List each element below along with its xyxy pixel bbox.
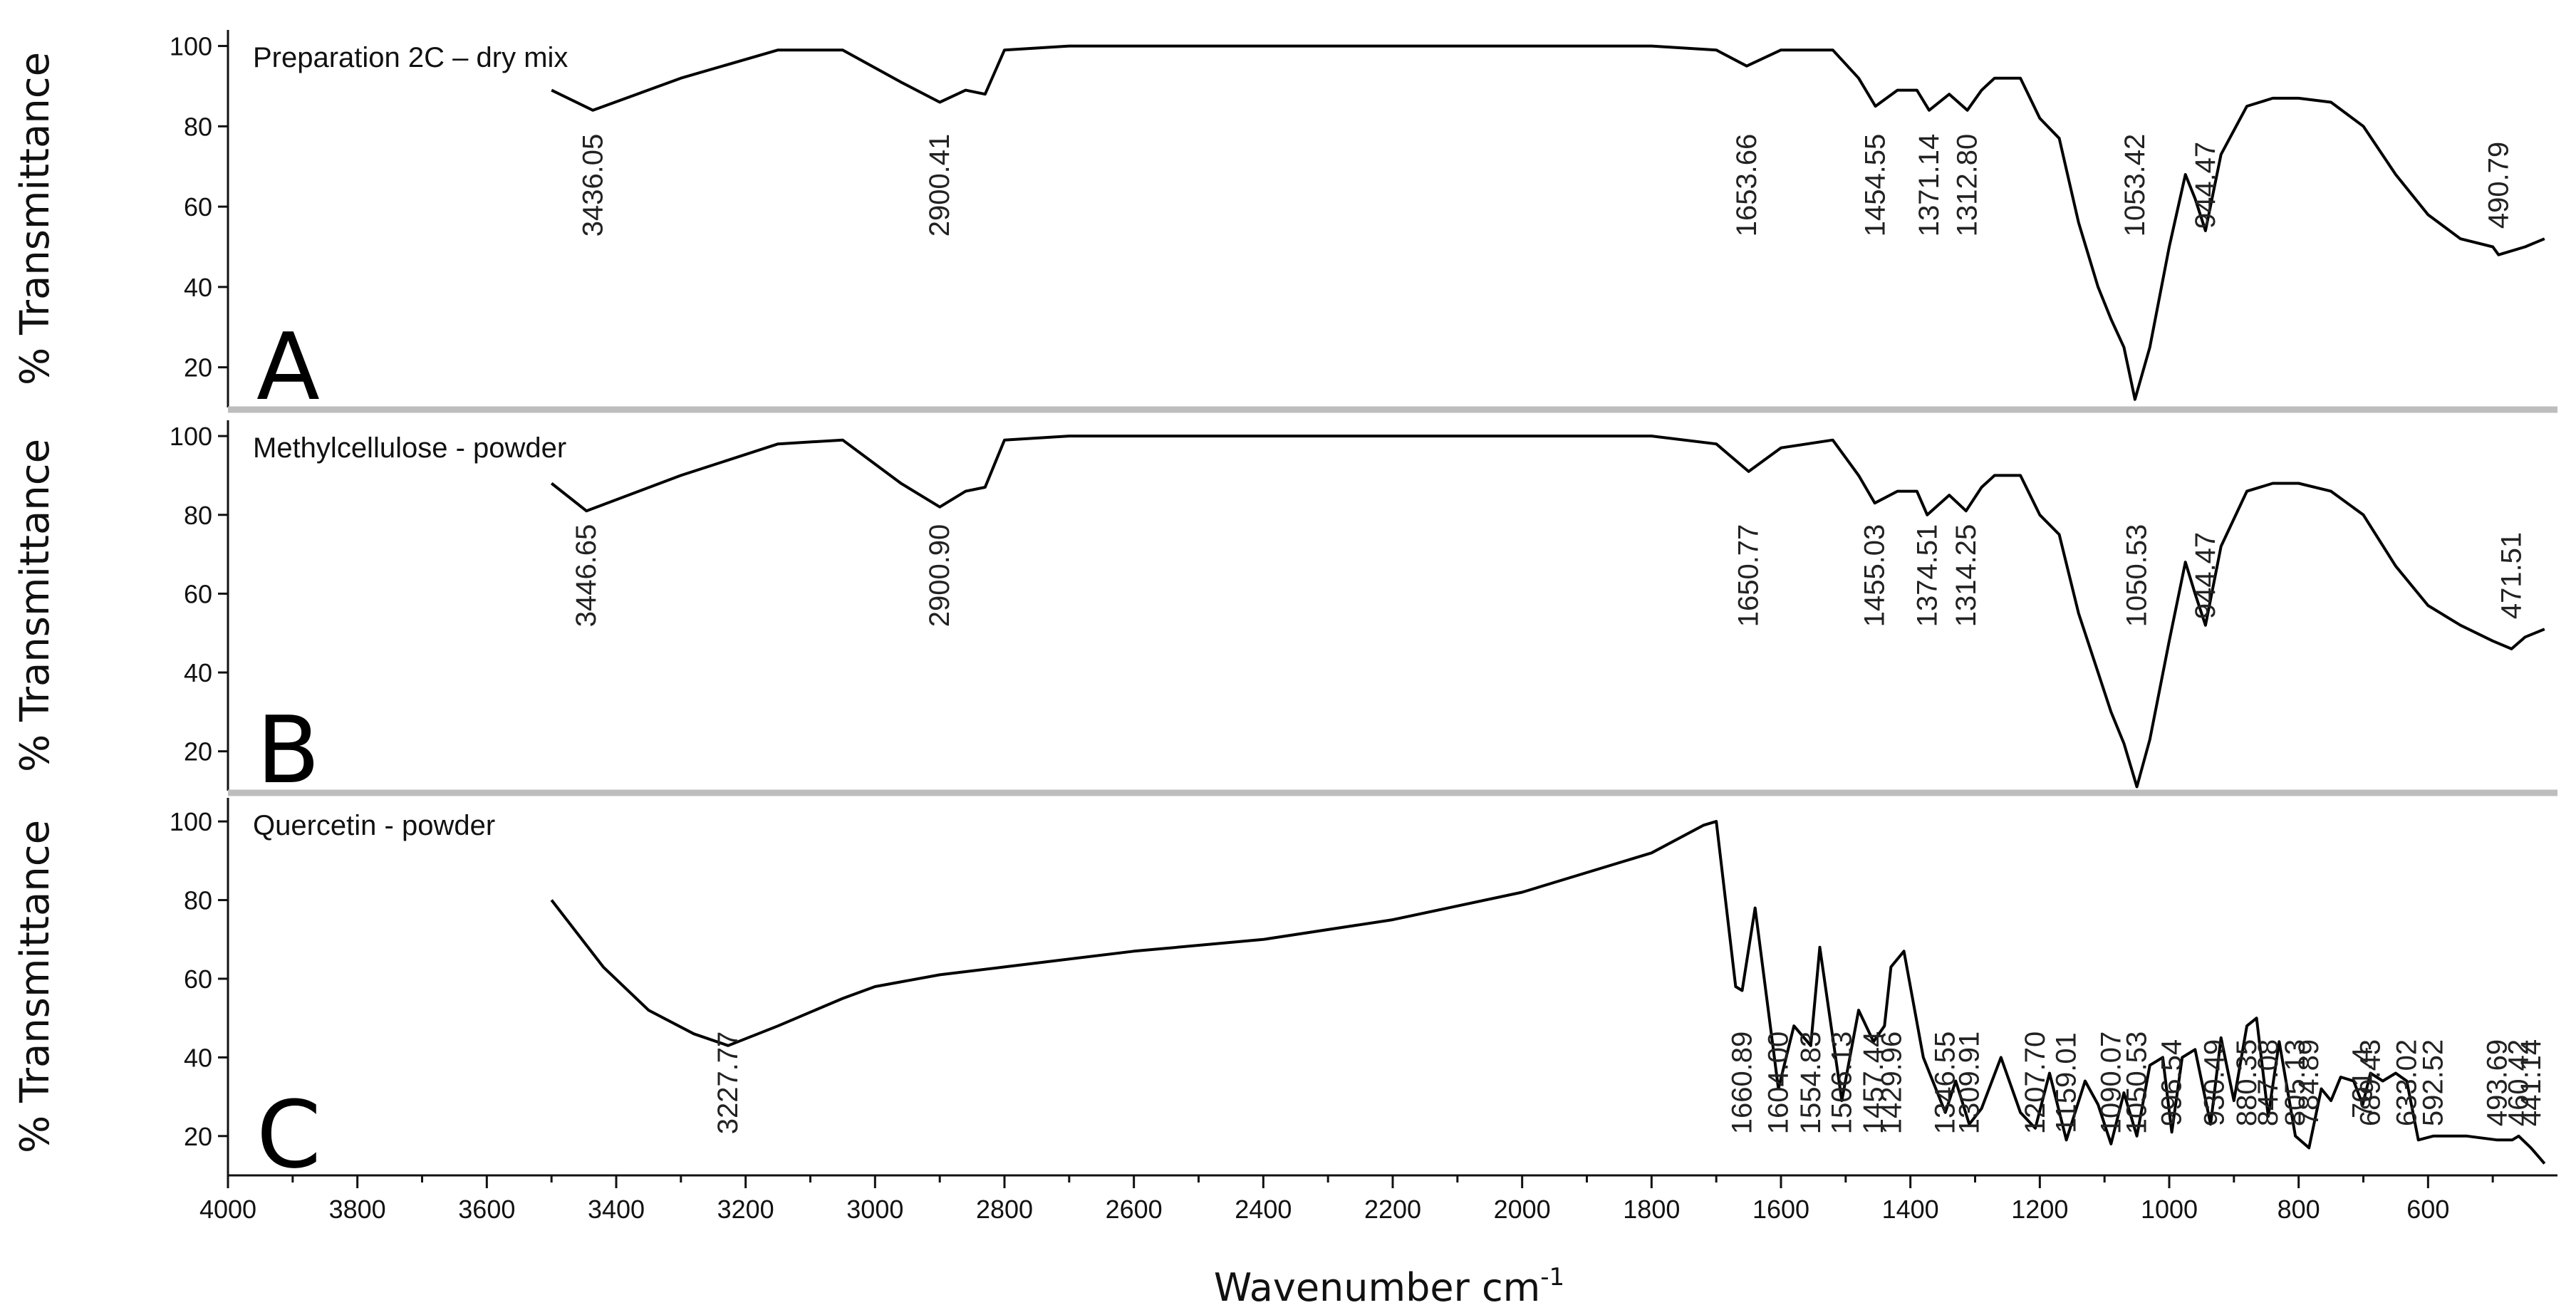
peak-label: 1090.07 <box>2095 1031 2126 1135</box>
peak-label: 1312.80 <box>1952 134 1983 237</box>
peak-label: 3227.77 <box>712 1031 744 1135</box>
panel-title: Preparation 2C – dry mix <box>253 42 568 73</box>
x-tick-label: 3000 <box>846 1195 903 1224</box>
panel-letter: B <box>256 696 320 804</box>
x-tick-label: 2800 <box>976 1195 1033 1224</box>
peak-label: 701.4 <box>2347 1047 2379 1118</box>
peak-label: 1050.53 <box>2121 524 2153 628</box>
panel-b: 20 40 60 80 100 % Transmittance 3446.65 2900.90… <box>12 420 2557 804</box>
panel-letter: C <box>256 1081 321 1189</box>
peak-label: 805.13 <box>2280 1039 2311 1126</box>
y-tick-label: 40 <box>184 658 212 687</box>
peak-label: 441.14 <box>2515 1039 2547 1126</box>
y-tick-label: 20 <box>184 737 212 766</box>
x-tick-label: 1000 <box>2141 1195 2198 1224</box>
peak-label: 1554.83 <box>1795 1031 1827 1135</box>
y-tick-label: 80 <box>184 501 212 530</box>
y-axis-label: % Transmittance <box>12 52 58 385</box>
peak-label: 1457.44 <box>1858 1031 1889 1135</box>
peak-label: 847.08 <box>2253 1039 2284 1126</box>
peak-label: 1309.91 <box>1953 1031 1985 1135</box>
spectra-panels: 20 40 60 80 100 % Transmittance 3436.05 2900.41… <box>12 30 2557 1189</box>
peak-label: 471.51 <box>2496 532 2528 619</box>
x-tick-label: 3600 <box>458 1195 515 1224</box>
peak-label: 944.47 <box>2190 142 2221 229</box>
x-tick-label: 2200 <box>1364 1195 1421 1224</box>
peak-label: 944.47 <box>2190 532 2221 619</box>
y-tick-label: 40 <box>184 1043 212 1072</box>
peak-label: 1053.42 <box>2119 134 2151 237</box>
x-tick-label: 3200 <box>717 1195 774 1224</box>
peak-label: 1506.13 <box>1826 1031 1857 1135</box>
peak-label: 1346.55 <box>1930 1031 1961 1135</box>
peak-label: 3436.05 <box>577 134 608 237</box>
x-tick-label: 800 <box>2278 1195 2320 1224</box>
peak-label: 1374.51 <box>1911 524 1943 628</box>
y-tick-label: 60 <box>184 192 212 222</box>
y-tick-label: 20 <box>184 353 212 383</box>
peak-label: 460.42 <box>2503 1039 2535 1126</box>
peak-label: 1371.14 <box>1913 134 1945 237</box>
y-tick-label: 100 <box>170 422 212 451</box>
panel-title: Quercetin - powder <box>253 810 495 841</box>
x-tick-label: 2600 <box>1106 1195 1163 1224</box>
x-tick-label: 2000 <box>1494 1195 1551 1224</box>
peak-label: 1429.96 <box>1876 1031 1907 1135</box>
spectrum-line-a <box>551 44 2545 401</box>
y-tick-label: 100 <box>170 32 212 61</box>
x-axis-label-text: Wavenumber cm <box>1214 1265 1540 1310</box>
y-axis-label: % Transmittance <box>12 820 58 1153</box>
peak-label: 784.89 <box>2293 1039 2325 1126</box>
peak-label: 1207.70 <box>2020 1031 2051 1135</box>
peak-label: 633.02 <box>2391 1039 2422 1126</box>
panel-title: Methylcellulose - powder <box>253 432 566 464</box>
panel-letter: A <box>256 313 320 421</box>
peak-label: 930.49 <box>2199 1039 2230 1126</box>
x-tick-label: 1200 <box>2011 1195 2068 1224</box>
peak-label: 996.54 <box>2156 1039 2188 1126</box>
y-tick-label: 80 <box>184 886 212 915</box>
x-axis: 4000 3800 3600 3400 3200 3000 2800 2600 2400 2200… <box>199 1174 2557 1224</box>
y-tick-label: 60 <box>184 965 212 994</box>
peak-label: 1159.01 <box>2051 1032 2082 1133</box>
y-tick-label: 40 <box>184 273 212 302</box>
panel-a: 20 40 60 80 100 % Transmittance 3436.05 2900.41… <box>12 30 2557 421</box>
x-tick-label: 3400 <box>588 1195 645 1224</box>
x-tick-label: 1400 <box>1882 1195 1939 1224</box>
x-tick-label: 600 <box>2406 1195 2449 1224</box>
peak-label: 1455.03 <box>1859 524 1891 628</box>
y-tick-label: 80 <box>184 112 212 141</box>
peak-label: 1050.53 <box>2121 1031 2153 1135</box>
y-tick-label: 20 <box>184 1122 212 1151</box>
peak-label: 880.35 <box>2231 1039 2263 1126</box>
peak-label: 1650.77 <box>1733 524 1765 628</box>
spectrum-line-c <box>550 820 2546 1165</box>
peak-label: 2900.90 <box>924 524 955 628</box>
peak-label: 493.69 <box>2482 1039 2513 1126</box>
y-tick-label: 100 <box>170 807 212 836</box>
x-tick-label: 3800 <box>329 1195 386 1224</box>
peak-label: 1604.00 <box>1762 1031 1794 1135</box>
spectrum-line-b <box>550 435 2545 789</box>
peak-label: 1314.25 <box>1951 524 1982 628</box>
peak-label: 592.52 <box>2418 1039 2449 1126</box>
peak-label: 1653.66 <box>1731 134 1762 237</box>
y-axis-label: % Transmittance <box>12 439 58 772</box>
x-tick-label: 2400 <box>1235 1195 1292 1224</box>
x-axis-label-superscript: -1 <box>1540 1263 1564 1291</box>
x-tick-label: 1800 <box>1623 1195 1680 1224</box>
x-tick-label: 4000 <box>199 1195 256 1224</box>
peak-label: 3446.65 <box>571 524 602 628</box>
peak-label: 2900.41 <box>924 134 955 237</box>
peak-label: 490.79 <box>2483 142 2514 229</box>
y-tick-label: 60 <box>184 579 212 608</box>
peak-label: 1660.89 <box>1727 1031 1758 1135</box>
peak-label: 689.43 <box>2355 1039 2387 1126</box>
x-axis-label: Wavenumber cm-1 <box>1214 1263 1564 1310</box>
panel-c: 20 40 60 80 100 % Transmittance 3227.77 1660.89… <box>12 798 2547 1189</box>
peak-label: 1454.55 <box>1860 134 1891 237</box>
x-tick-label: 1600 <box>1752 1195 1809 1224</box>
